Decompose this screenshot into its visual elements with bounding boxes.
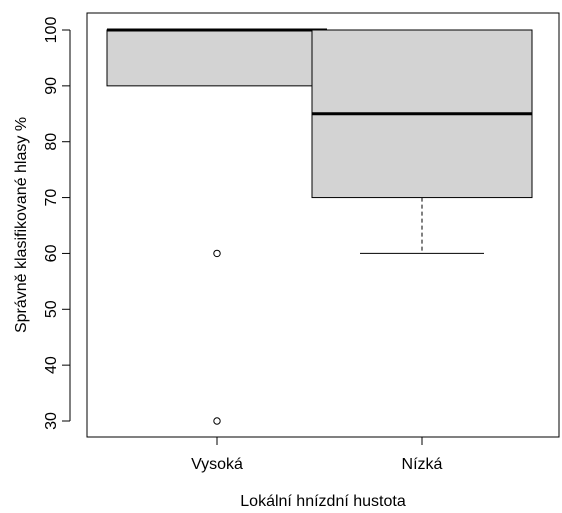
outlier-point [213,417,221,425]
y-tick-label: 40 [43,356,60,374]
box-group [106,28,328,425]
y-tick-label: 70 [43,189,60,207]
x-tick-label: Vysoká [191,456,243,473]
x-axis-title: Lokální hnízdní hustota [240,493,406,510]
y-tick-label: 30 [43,412,60,430]
y-axis: 30 40 50 60 70 80 90 100 [43,17,71,430]
x-tick-label: Nízká [402,456,443,473]
y-tick-label: 80 [43,133,60,151]
box-group [311,29,533,254]
boxes-layer [106,28,533,425]
y-tick-label: 90 [43,77,60,95]
y-tick-label: 100 [43,17,60,44]
y-axis-title: Správně klasifikované hlasy % [13,117,30,333]
outlier-point [213,249,221,258]
y-tick-label: 60 [43,244,60,262]
y-tick-label: 50 [43,300,60,318]
box-rect [106,29,328,87]
x-axis: Vysoká Nízká [191,436,443,473]
